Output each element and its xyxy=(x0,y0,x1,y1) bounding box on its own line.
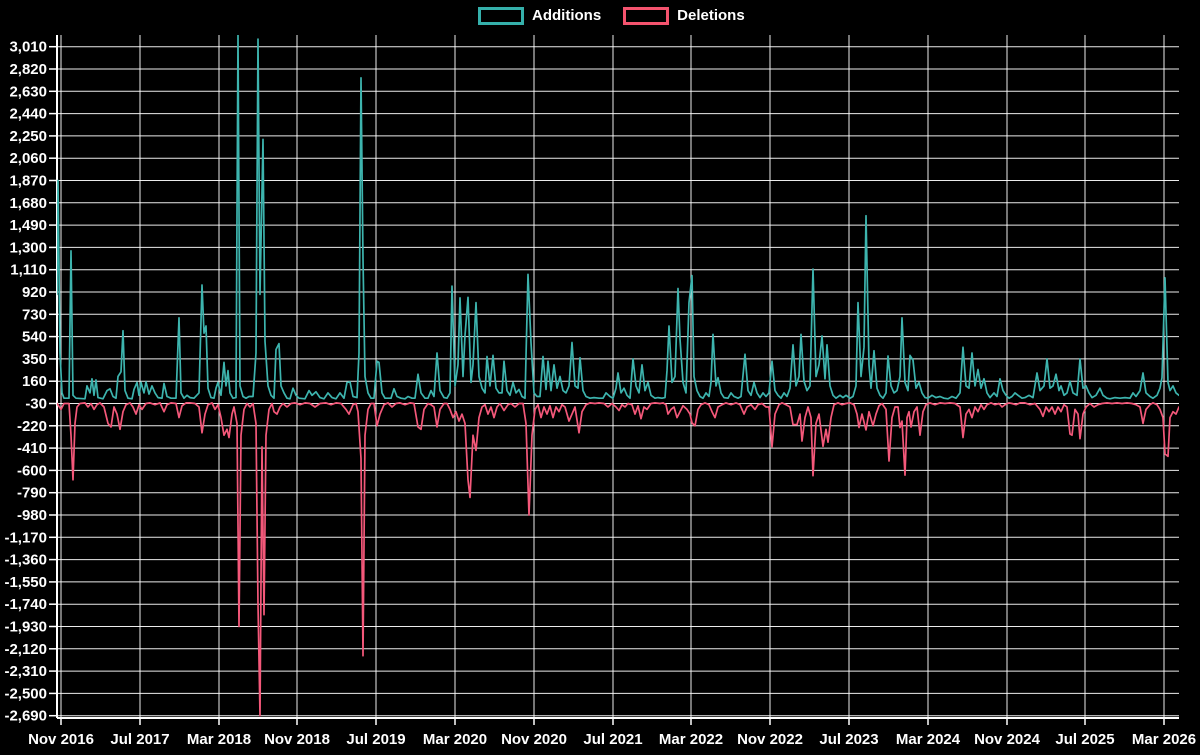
y-tick-label: -30 xyxy=(25,396,47,413)
x-tick-label: Mar 2018 xyxy=(187,731,251,748)
x-tick-label: Mar 2024 xyxy=(896,731,961,748)
x-tick-label: Jul 2023 xyxy=(819,731,878,748)
y-tick-label: 1,680 xyxy=(9,195,47,212)
series-line-additions xyxy=(57,35,1179,400)
y-tick-label: 2,060 xyxy=(9,150,47,167)
y-tick-label: -2,690 xyxy=(4,708,47,725)
x-tick-label: Jul 2019 xyxy=(346,731,405,748)
y-tick-label: -980 xyxy=(17,507,47,524)
y-tick-label: -1,550 xyxy=(4,574,47,591)
y-tick-label: -2,310 xyxy=(4,663,47,680)
y-tick-label: -1,360 xyxy=(4,552,47,569)
y-tick-label: 920 xyxy=(22,284,47,301)
y-tick-label: -2,500 xyxy=(4,685,47,702)
y-tick-label: -2,120 xyxy=(4,641,47,658)
legend-label-additions: Additions xyxy=(532,7,602,24)
x-tick-label: Nov 2020 xyxy=(501,731,567,748)
y-tick-label: 1,300 xyxy=(9,239,47,256)
x-tick-label: Nov 2018 xyxy=(264,731,330,748)
x-tick-label: Nov 2024 xyxy=(974,731,1041,748)
y-tick-label: 3,010 xyxy=(9,39,47,56)
chart-legend: Additions Deletions xyxy=(478,7,745,25)
y-tick-label: -1,740 xyxy=(4,596,47,613)
x-tick-label: Jul 2025 xyxy=(1055,731,1114,748)
x-tick-label: Mar 2022 xyxy=(659,731,723,748)
y-tick-label: 1,110 xyxy=(10,262,47,279)
y-tick-label: 2,440 xyxy=(9,106,47,123)
legend-item-deletions[interactable]: Deletions xyxy=(623,7,745,25)
y-tick-label: 730 xyxy=(22,306,47,323)
x-tick-label: Jul 2017 xyxy=(110,731,169,748)
x-tick-label: Mar 2026 xyxy=(1132,731,1196,748)
y-tick-label: -790 xyxy=(17,485,47,502)
y-tick-label: 2,630 xyxy=(9,83,47,100)
deletions-swatch-icon xyxy=(623,7,670,25)
y-tick-label: 2,820 xyxy=(9,61,47,78)
y-tick-label: 2,250 xyxy=(9,128,47,145)
y-tick-label: 350 xyxy=(22,351,47,368)
x-tick-label: Mar 2020 xyxy=(423,731,487,748)
y-tick-label: 160 xyxy=(22,373,47,390)
y-tick-label: -1,170 xyxy=(4,529,47,546)
y-tick-label: -1,930 xyxy=(4,619,47,636)
y-tick-label: 1,490 xyxy=(9,217,47,234)
legend-item-additions[interactable]: Additions xyxy=(478,7,601,25)
x-tick-label: Jul 2021 xyxy=(583,731,642,748)
legend-label-deletions: Deletions xyxy=(677,7,745,24)
y-tick-label: -410 xyxy=(17,440,47,457)
x-tick-label: Nov 2016 xyxy=(28,731,94,748)
series-line-deletions xyxy=(57,402,1179,717)
y-tick-label: -600 xyxy=(17,462,47,479)
x-tick-label: Nov 2022 xyxy=(737,731,803,748)
additions-swatch-icon xyxy=(478,7,524,25)
y-tick-label: -220 xyxy=(17,418,47,435)
y-tick-label: 1,870 xyxy=(9,173,47,190)
y-tick-label: 540 xyxy=(22,329,47,346)
